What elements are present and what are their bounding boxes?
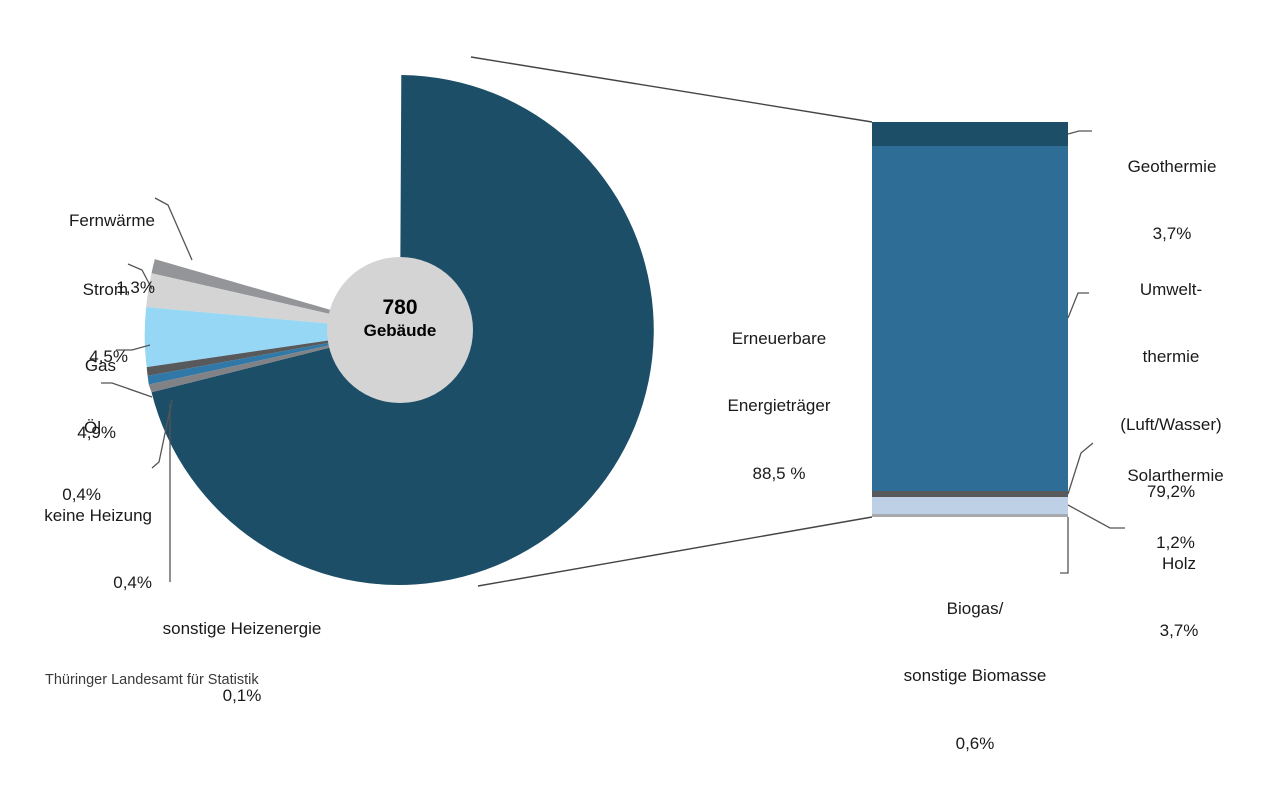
bar-label-biogas: Biogas/ sonstige Biomasse 0,6% bbox=[890, 553, 1060, 800]
chart-graphics bbox=[101, 56, 1125, 587]
pie-label-strom-value: 4,5% bbox=[89, 347, 128, 367]
bar-label-geothermie: Geothermie 3,7% bbox=[1092, 111, 1252, 291]
bar-segment-geothermie[interactable] bbox=[872, 122, 1068, 146]
leader-keine-heizung bbox=[151, 399, 173, 469]
pie-center-hole bbox=[327, 257, 473, 403]
pie-label-gas-value: 4,9% bbox=[77, 423, 116, 443]
pie-label-erneuerbare-value: 88,5 % bbox=[752, 463, 806, 483]
pie-label-sonstige-heizenergie-value: 0,1% bbox=[222, 686, 262, 706]
bar-label-umweltthermie-value: 79,2% bbox=[1146, 481, 1196, 501]
bar-label-biogas-name-line2: sonstige Biomasse bbox=[903, 666, 1047, 686]
pie-label-keine-heizung-name: keine Heizung bbox=[44, 505, 152, 525]
leader-solarthermie bbox=[1067, 442, 1094, 495]
chart-figure: 780 Gebäude Fernwärme 1,3% Strom 4,5% Ga… bbox=[0, 56, 1258, 753]
bar-segment-holz[interactable] bbox=[872, 497, 1068, 514]
explosion-connectors bbox=[470, 56, 873, 587]
bar-label-holz-name: Holz bbox=[1161, 553, 1196, 573]
pie-label-fernwaerme-value: 1,3% bbox=[116, 278, 155, 298]
pie-label-strom: Strom 4,5% bbox=[0, 234, 128, 414]
pie-center-label: 780 Gebäude bbox=[340, 295, 460, 341]
bar-leader-lines bbox=[1060, 130, 1125, 574]
pie-label-gas: Gas 4,9% bbox=[0, 310, 116, 490]
pie-label-oel-name: Öl bbox=[84, 417, 101, 437]
stacked-bar-chart bbox=[872, 122, 1068, 517]
bar-label-holz: Holz 3,7% bbox=[1125, 508, 1233, 688]
bar-label-umweltthermie-name-line2: thermie bbox=[1142, 347, 1200, 367]
pie-slice-gas[interactable] bbox=[144, 307, 400, 368]
center-unit: Gebäude bbox=[363, 320, 437, 340]
pie-label-sonstige-heizenergie-name: sonstige Heizenergie bbox=[162, 618, 322, 638]
leader-oel bbox=[101, 382, 153, 398]
bar-label-biogas-value: 0,6% bbox=[955, 733, 995, 753]
leader-geothermie bbox=[1067, 130, 1092, 135]
leader-fernwaerme bbox=[154, 197, 193, 261]
pie-label-keine-heizung-value: 0,4% bbox=[113, 573, 152, 593]
bar-segment-solarthermie[interactable] bbox=[872, 491, 1068, 497]
bar-label-solarthermie-name: Solarthermie bbox=[1127, 465, 1224, 485]
source-note: Thüringer Landesamt für Statistik bbox=[45, 672, 259, 688]
pie-label-oel: Öl 0,4% bbox=[0, 372, 101, 552]
bar-label-solarthermie: Solarthermie 1,2% bbox=[1093, 420, 1258, 600]
bar-label-solarthermie-value: 1,2% bbox=[1156, 533, 1195, 553]
bar-label-umweltthermie: Umwelt- thermie (Luft/Wasser) 79,2% bbox=[1085, 234, 1257, 548]
pie-label-fernwaerme: Fernwärme 1,3% bbox=[0, 165, 155, 345]
bar-label-geothermie-value: 3,7% bbox=[1152, 224, 1192, 244]
leader-strom bbox=[127, 263, 153, 290]
pie-label-erneuerbare-name-line1: Erneuerbare bbox=[731, 328, 827, 348]
center-value: 780 bbox=[382, 296, 418, 319]
pie-chart bbox=[144, 75, 654, 585]
bar-label-geothermie-name: Geothermie bbox=[1127, 156, 1217, 176]
pie-leader-lines bbox=[101, 197, 193, 582]
leader-holz bbox=[1067, 504, 1125, 529]
bar-segment-biogas[interactable] bbox=[872, 514, 1068, 517]
bar-segment-umweltthermie[interactable] bbox=[872, 146, 1068, 491]
pie-label-erneuerbare-name-line2: Energieträger bbox=[727, 396, 831, 416]
leader-gas bbox=[116, 344, 151, 351]
pie-label-erneuerbare: Erneuerbare Energieträger 88,5 % bbox=[694, 283, 864, 530]
bar-label-holz-value: 3,7% bbox=[1159, 621, 1199, 641]
leader-biogas bbox=[1060, 517, 1069, 574]
pie-label-keine-heizung: keine Heizung 0,4% bbox=[0, 460, 152, 640]
bar-label-umweltthermie-name-line3: (Luft/Wasser) bbox=[1120, 414, 1222, 434]
bar-label-biogas-name-line1: Biogas/ bbox=[946, 598, 1004, 618]
pie-label-strom-name: Strom bbox=[82, 279, 128, 299]
pie-label-oel-value: 0,4% bbox=[62, 485, 101, 505]
bar-label-umweltthermie-name-line1: Umwelt- bbox=[1139, 279, 1203, 299]
pie-label-sonstige-heizenergie: sonstige Heizenergie 0,1% bbox=[157, 573, 327, 753]
leader-umweltthermie bbox=[1067, 292, 1089, 319]
pie-label-gas-name: Gas bbox=[84, 355, 116, 375]
pie-label-fernwaerme-name: Fernwärme bbox=[69, 210, 155, 230]
